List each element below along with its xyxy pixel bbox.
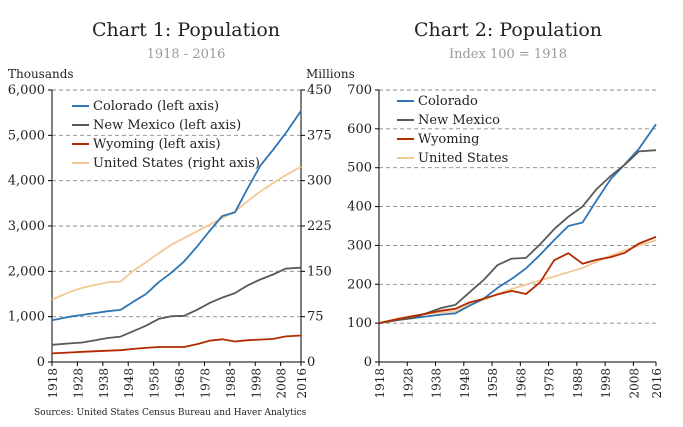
chart1-xtick-label: 2008 [275,368,289,399]
chart2-ytick-label: 100 [347,316,372,331]
chart1-series-wyoming [51,334,302,355]
chart1-xtick-label: 1928 [71,368,85,399]
chart2-ytick-label: 300 [347,238,372,253]
chart1-ytick-label: 0 [37,355,45,370]
chart1-xtick-label: 1998 [249,368,263,399]
chart1-ytick-label-right: 150 [307,264,332,279]
chart1-legend-label-colorado: Colorado (left axis) [93,99,219,114]
chart1-ytick-label-right: 450 [307,83,332,98]
chart2-xtick-label: 2016 [650,368,664,399]
chart1-xtick-label: 1968 [173,368,187,399]
chart1-xtick-label: 1948 [122,368,136,399]
chart2-xtick-label: 1918 [373,368,387,399]
chart1-title: Chart 1: Population [92,19,280,41]
chart1-series-colorado [51,110,302,322]
chart2-ytick-label: 400 [347,200,372,215]
chart1-xtick-label: 2016 [295,368,309,399]
chart1-ytick-label: 3,000 [8,219,45,234]
chart2-ytick-label: 700 [347,83,372,98]
chart1-ytick-label: 2,000 [8,264,45,279]
chart1-series-united-states [51,166,302,301]
chart2-plot: 0 100 200 300 400 500 600 700 1918 1928 1938 1948 19… [347,83,664,399]
chart2-xtick-label: 1928 [401,368,415,399]
chart1-ytick-label-right: 300 [307,174,332,189]
chart1-legend-label-wyoming: Wyoming (left axis) [93,137,221,152]
chart2-series-wyoming [378,236,657,324]
chart2-legend-label-united-states: United States [418,151,508,166]
chart2-legend-label-new-mexico: New Mexico [418,113,500,128]
chart1-ytick-label-right: 225 [307,219,332,234]
chart1-legend-label-united-states: United States (right axis) [93,156,260,171]
chart1-xtick-label: 1988 [224,368,238,399]
chart1-xtick-label: 1978 [198,368,212,399]
chart1-xtick-label: 1938 [97,368,111,399]
chart2-ytick-label: 0 [364,355,372,370]
chart1-series-new-mexico [51,266,302,346]
chart1-xtick-label: 1918 [46,368,60,399]
chart1-legend-label-new-mexico: New Mexico (left axis) [93,118,241,133]
chart2-xtick-label: 1938 [430,368,444,399]
chart1-ytick-label: 6,000 [8,83,45,98]
chart2-ytick-label: 200 [347,277,372,292]
chart1-ytick-label-right: 75 [307,310,324,325]
chart2-ytick-label: 600 [347,122,372,137]
chart2-xtick-label: 1998 [599,368,613,399]
chart2-xtick-label: 1958 [486,368,500,399]
chart2-xtick-label: 1988 [571,368,585,399]
chart1-ytick-label: 1,000 [8,310,45,325]
chart2-legend-label-colorado: Colorado [418,94,478,109]
chart2-series-colorado [378,123,657,324]
chart2-xtick-label: 1948 [458,368,472,399]
chart1-xtick-label: 1958 [148,368,162,399]
chart2-series-new-mexico [378,149,657,324]
chart1-ylabel-right: Millions [306,67,355,81]
chart1-ytick-label-right: 0 [307,355,315,370]
chart2-xtick-label: 2008 [627,368,641,399]
chart1-ylabel-left: Thousands [8,67,74,81]
chart1-ytick-label: 5,000 [8,128,45,143]
chart1-subtitle: 1918 - 2016 [147,47,226,62]
chart1-ytick-label-right: 375 [307,128,332,143]
chart2-ytick-label: 500 [347,161,372,176]
chart2-series-united-states [378,239,657,324]
chart2-xtick-label: 1968 [514,368,528,399]
chart2-legend-label-wyoming: Wyoming [418,132,479,147]
chart2-title: Chart 2: Population [414,19,602,41]
source-note: Sources: United States Census Bureau and… [34,408,307,418]
chart2-xtick-label: 1978 [543,368,557,399]
chart2-subtitle: Index 100 = 1918 [449,47,567,62]
chart1-plot: 0 1,000 2,000 3,000 4,000 5,000 6,000 0 75 150 225… [8,83,332,399]
chart1-ytick-label: 4,000 [8,174,45,189]
